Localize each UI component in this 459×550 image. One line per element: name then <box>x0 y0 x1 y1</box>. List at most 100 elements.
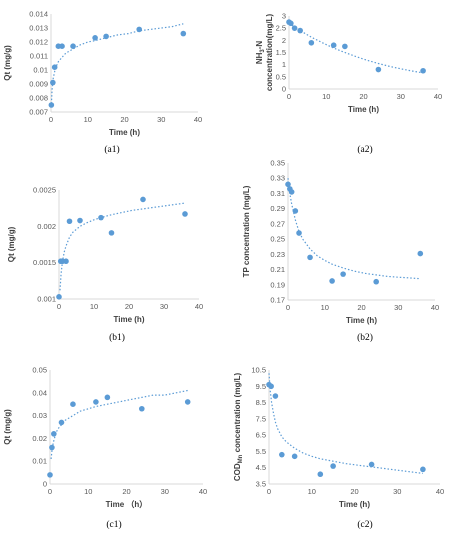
panel-label: (b1) <box>109 332 125 343</box>
chart-c2: 0 10 20 30 40 3.5 4.5 5.5 6.5 7.5 8.5 9.5 10.5 Time (… <box>233 366 444 531</box>
y-axis-label: Qt (mg/g) <box>3 45 12 81</box>
panel-label: (b2) <box>357 332 373 343</box>
y-tick-label: 5.5 <box>256 447 266 456</box>
data-point <box>50 79 56 86</box>
y-tick-label: 0.0025 <box>33 186 56 195</box>
x-tick-label: 20 <box>359 92 367 101</box>
data-point <box>70 43 76 49</box>
data-point <box>104 394 111 401</box>
fit-curve <box>288 22 424 74</box>
y-tick-label: 0 <box>282 85 286 94</box>
x-tick-label: 0 <box>267 487 271 496</box>
data-point <box>139 405 145 412</box>
x-axis-label: Time (h) <box>339 500 370 509</box>
data-point <box>291 453 298 460</box>
y-tick-label: 0.01 <box>33 66 48 75</box>
x-axis-label: Time (h) <box>109 128 140 137</box>
y-axis-label: CODMn concentration (mg/L) <box>233 373 244 482</box>
y-tick-label: 0.013 <box>29 24 48 33</box>
y-tick-label: 0.008 <box>29 94 48 103</box>
y-axis-label: TP concentration (mg/L) <box>242 185 251 277</box>
y-tick-label: 0.35 <box>270 159 285 168</box>
panel-label: (a2) <box>357 144 372 155</box>
x-tick-label: 30 <box>394 303 402 312</box>
y-tick-label: 6.5 <box>256 431 266 440</box>
y-tick-label: 0.014 <box>29 10 48 19</box>
data-point <box>103 33 109 40</box>
data-point <box>51 64 58 70</box>
y-tick-label: 0.007 <box>29 108 48 117</box>
data-point <box>420 466 426 473</box>
x-tick-label: 40 <box>195 302 203 311</box>
y-tick-label: 3.5 <box>256 480 266 489</box>
x-tick-label: 0 <box>286 303 290 312</box>
fit-curve <box>50 389 188 459</box>
x-tick-label: 30 <box>397 92 405 101</box>
y-tick-label: 0.17 <box>270 296 285 305</box>
data-point <box>108 230 115 236</box>
data-point <box>51 431 57 437</box>
y-tick-label: 0.002 <box>37 222 56 231</box>
x-tick-label: 10 <box>308 487 316 496</box>
data-point <box>56 294 62 300</box>
y-tick-label: 0.23 <box>270 250 285 259</box>
data-point <box>373 278 380 285</box>
y-tick-label: 1 <box>282 60 286 69</box>
data-point <box>329 278 335 284</box>
fit-curve <box>268 373 423 474</box>
chart-b1: 0 10 20 30 40 0.001 0.0015 0.002 0.0025 Time (h) Q… <box>7 186 203 344</box>
y-tick-label: 9.5 <box>256 382 266 391</box>
data-point <box>291 25 298 31</box>
x-tick-label: 20 <box>357 303 365 312</box>
x-tick-label: 0 <box>287 92 291 101</box>
y-axis-label-subscript: 3 <box>260 49 266 53</box>
x-tick-label: 10 <box>90 302 98 311</box>
data-point <box>342 43 348 50</box>
y-tick-label: 4.5 <box>256 463 266 472</box>
x-tick-label: 0 <box>48 487 52 496</box>
data-point <box>417 250 424 257</box>
data-point <box>136 26 142 33</box>
data-point <box>92 35 98 41</box>
y-tick-label: 0.27 <box>270 219 285 228</box>
x-tick-label: 30 <box>393 487 401 496</box>
x-tick-label: 30 <box>157 115 165 124</box>
x-tick-label: 10 <box>84 115 92 124</box>
data-point <box>420 67 426 74</box>
y-tick-label: 2.5 <box>276 24 286 33</box>
x-tick-label: 10 <box>321 303 329 312</box>
y-tick-label: 0.0015 <box>33 258 56 267</box>
panel-label: (a1) <box>104 144 119 155</box>
y-axis-label-line1: NH3-N <box>255 41 266 65</box>
x-tick-label: 20 <box>122 487 130 496</box>
y-tick-label: 0.04 <box>32 388 47 397</box>
x-tick-label: 30 <box>161 487 169 496</box>
data-point <box>182 211 188 217</box>
data-point <box>375 66 382 73</box>
data-point <box>93 399 99 405</box>
y-tick-label: 8.5 <box>256 398 266 407</box>
x-tick-label: 40 <box>436 487 444 496</box>
data-point <box>288 20 294 27</box>
y-tick-label: 0.02 <box>32 434 47 443</box>
y-tick-label: 3 <box>282 12 286 21</box>
fit-curve <box>50 23 184 104</box>
y-tick-label: 0.25 <box>270 235 285 244</box>
y-tick-label: 0.19 <box>270 280 285 289</box>
y-tick-label: 7.5 <box>256 414 266 423</box>
y-tick-label: 0.29 <box>270 204 285 213</box>
data-point <box>180 30 187 37</box>
fit-curve <box>59 202 186 291</box>
y-axis-label-part: NH <box>255 52 264 64</box>
x-tick-label: 40 <box>194 115 202 124</box>
chart-b2: 0 10 20 30 40 0.17 0.19 0.21 0.23 0.25 0.27 0.29 0.3… <box>242 159 439 344</box>
data-point <box>59 43 65 49</box>
chart-a1: 0 10 20 30 40 0.007 0.008 0.009 0.01 0.011 0.012 0.… <box>3 10 202 156</box>
data-point <box>63 258 69 265</box>
x-axis-label: Time (h) <box>348 105 379 114</box>
data-point <box>297 27 303 34</box>
data-point <box>279 451 285 458</box>
y-axis-label: Qt (mg/g) <box>7 226 16 262</box>
y-tick-label: 0.009 <box>29 80 48 89</box>
